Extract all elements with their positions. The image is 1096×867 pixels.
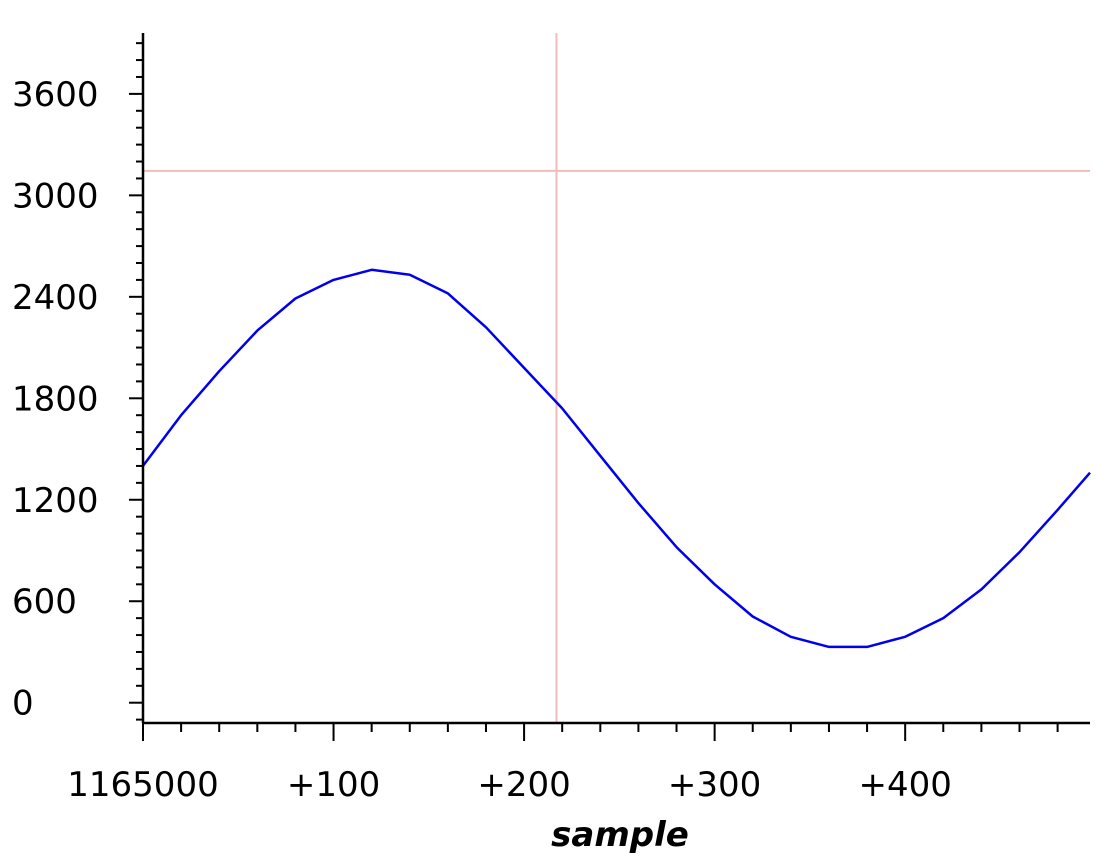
y-tick-label: 2400 xyxy=(12,278,99,318)
x-axis-title: sample xyxy=(551,815,689,855)
x-tick-label: +300 xyxy=(668,765,761,805)
x-axis-ticks: 1165000 +100 +200 +300 +400 xyxy=(67,723,1059,805)
x-tick-label: +200 xyxy=(477,765,570,805)
x-tick-label: +400 xyxy=(858,765,951,805)
x-tick-label: 1165000 xyxy=(67,765,218,805)
y-axis-ticks: 0 600 1200 1800 2400 3000 3600 xyxy=(12,42,143,724)
y-tick-label: 600 xyxy=(12,582,77,622)
y-tick-label: 3600 xyxy=(12,75,99,115)
y-tick-label: 1200 xyxy=(12,481,99,521)
y-tick-label: 0 xyxy=(12,684,34,724)
y-tick-label: 1800 xyxy=(12,379,99,419)
x-tick-label: +100 xyxy=(287,765,380,805)
series-line xyxy=(142,268,1091,649)
y-tick-label: 3000 xyxy=(12,176,99,216)
